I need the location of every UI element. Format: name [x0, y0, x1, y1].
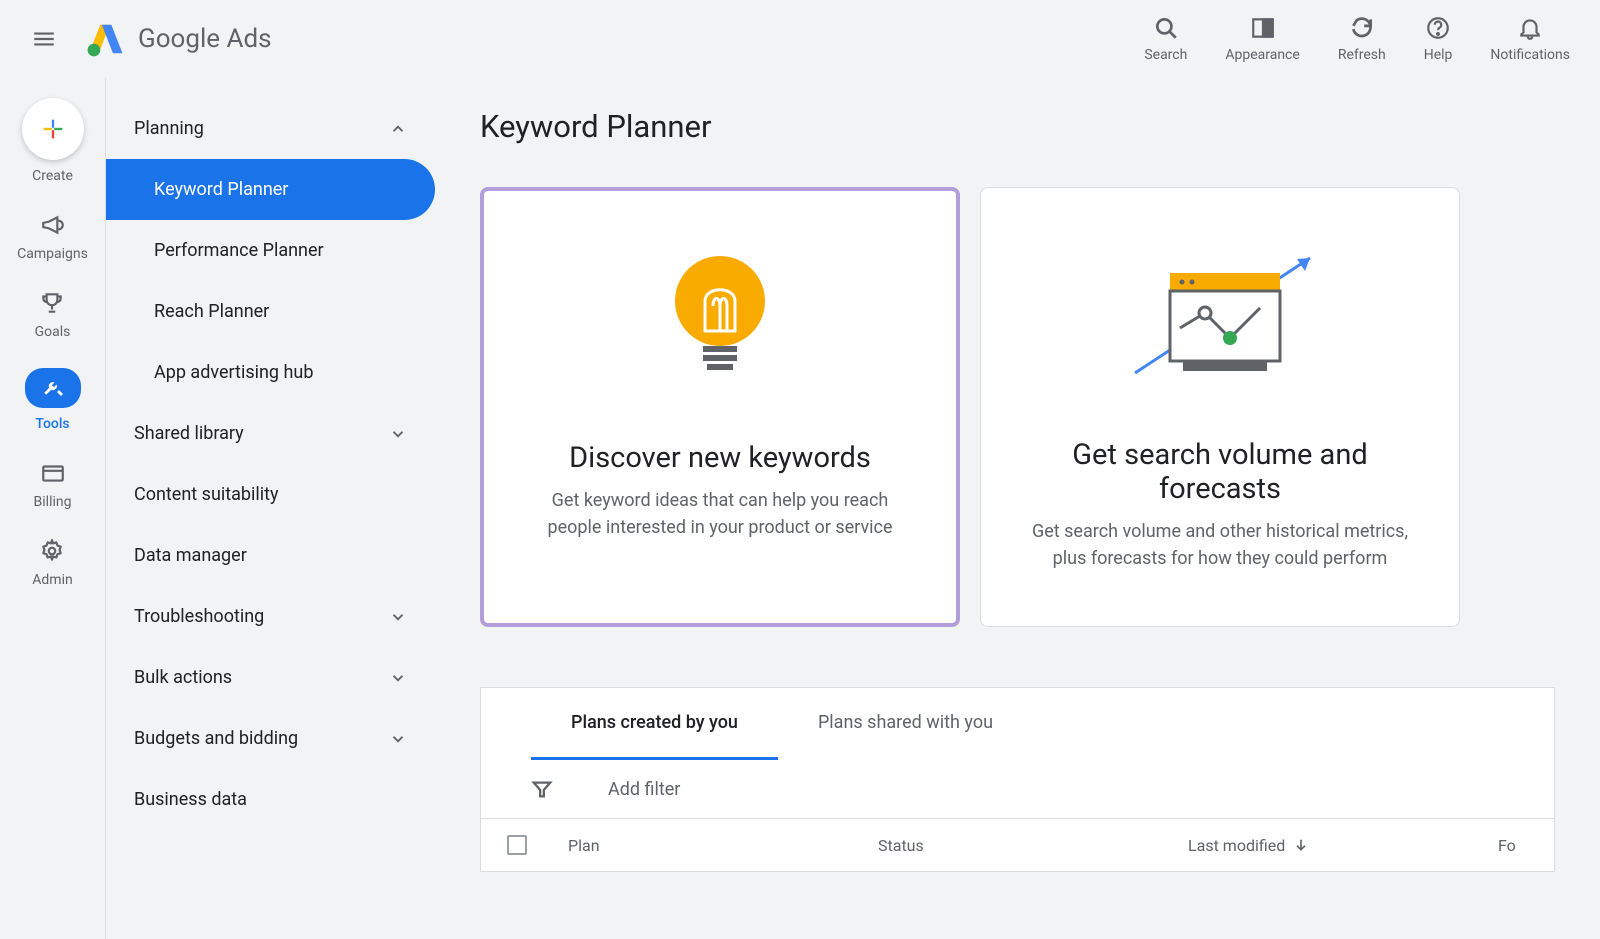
- sidebar-budgets[interactable]: Budgets and bidding: [106, 708, 435, 769]
- sidebar-performance-planner[interactable]: Performance Planner: [106, 220, 435, 281]
- rail-billing-label: Billing: [34, 494, 72, 510]
- th-fo[interactable]: Fo: [1498, 836, 1528, 855]
- refresh-icon: [1349, 15, 1375, 41]
- help-action[interactable]: Help: [1424, 15, 1453, 63]
- sidebar-troubleshooting[interactable]: Troubleshooting: [106, 586, 435, 647]
- rail-admin-label: Admin: [32, 572, 72, 588]
- refresh-label: Refresh: [1338, 47, 1386, 63]
- logo-text: Google Ads: [138, 24, 272, 54]
- plans-panel: Plans created by you Plans shared with y…: [480, 687, 1555, 872]
- sidebar-reach-planner[interactable]: Reach Planner: [106, 281, 435, 342]
- th-plan[interactable]: Plan: [568, 836, 878, 855]
- rail-goals-label: Goals: [35, 324, 71, 340]
- th-status[interactable]: Status: [878, 836, 1188, 855]
- rail-campaigns-label: Campaigns: [17, 246, 88, 262]
- chevron-down-icon: [389, 425, 407, 443]
- logo[interactable]: Google Ads: [86, 20, 272, 58]
- hamburger-icon: [31, 26, 57, 52]
- tab-shared[interactable]: Plans shared with you: [778, 688, 1033, 760]
- search-icon: [1153, 15, 1179, 41]
- filter-row: Add filter: [481, 760, 1554, 818]
- add-filter[interactable]: Add filter: [608, 779, 680, 800]
- chart-illustration: [1125, 218, 1315, 418]
- th-last-modified[interactable]: Last modified: [1188, 836, 1498, 855]
- gear-icon: [39, 538, 65, 564]
- checkbox-icon: [507, 835, 527, 855]
- sidebar-planning[interactable]: Planning: [106, 98, 435, 159]
- rail-billing[interactable]: Billing: [34, 460, 72, 510]
- rail-admin[interactable]: Admin: [32, 538, 72, 588]
- tab-created[interactable]: Plans created by you: [531, 688, 778, 760]
- google-ads-logo-icon: [86, 20, 124, 58]
- icon-rail: Create Campaigns Goals Tools Billing Adm…: [0, 78, 105, 939]
- appearance-icon: [1250, 15, 1276, 41]
- sidebar-keyword-planner[interactable]: Keyword Planner: [106, 159, 435, 220]
- notifications-label: Notifications: [1490, 47, 1570, 63]
- tabs: Plans created by you Plans shared with y…: [481, 688, 1554, 760]
- lightbulb-illustration: [665, 221, 775, 421]
- rail-create-label: Create: [32, 168, 73, 184]
- chevron-down-icon: [389, 669, 407, 687]
- chevron-down-icon: [389, 730, 407, 748]
- rail-create[interactable]: Create: [22, 98, 84, 184]
- sidebar-app-hub[interactable]: App advertising hub: [106, 342, 435, 403]
- search-label: Search: [1144, 47, 1187, 63]
- sidebar-content-suitability[interactable]: Content suitability: [106, 464, 435, 525]
- filter-icon[interactable]: [531, 778, 553, 800]
- sidebar: Planning Keyword Planner Performance Pla…: [105, 78, 435, 939]
- rail-goals[interactable]: Goals: [35, 290, 71, 340]
- megaphone-icon: [40, 212, 66, 238]
- refresh-action[interactable]: Refresh: [1338, 15, 1386, 63]
- appearance-label: Appearance: [1225, 47, 1299, 63]
- card1-desc: Get keyword ideas that can help you reac…: [530, 487, 910, 541]
- forecasts-card[interactable]: Get search volume and forecasts Get sear…: [980, 187, 1460, 627]
- trophy-icon: [39, 290, 65, 316]
- card2-title: Get search volume and forecasts: [1011, 438, 1429, 506]
- plus-icon: [39, 115, 67, 143]
- create-button[interactable]: [22, 98, 84, 160]
- card2-desc: Get search volume and other historical m…: [1030, 518, 1410, 572]
- help-label: Help: [1424, 47, 1453, 63]
- discover-keywords-card[interactable]: Discover new keywords Get keyword ideas …: [480, 187, 960, 627]
- main: Keyword Planner Discover new keywords Ge…: [435, 78, 1600, 939]
- help-icon: [1425, 15, 1451, 41]
- table-header: Plan Status Last modified Fo: [481, 818, 1554, 871]
- bell-icon: [1517, 15, 1543, 41]
- rail-tools[interactable]: Tools: [25, 368, 81, 432]
- arrow-down-icon: [1293, 837, 1309, 853]
- sidebar-data-manager[interactable]: Data manager: [106, 525, 435, 586]
- search-action[interactable]: Search: [1144, 15, 1187, 63]
- tools-icon: [41, 376, 65, 400]
- menu-button[interactable]: [20, 15, 68, 63]
- sidebar-shared-library[interactable]: Shared library: [106, 403, 435, 464]
- select-all[interactable]: [507, 835, 538, 855]
- rail-campaigns[interactable]: Campaigns: [17, 212, 88, 262]
- sidebar-bulk-actions[interactable]: Bulk actions: [106, 647, 435, 708]
- chevron-up-icon: [389, 120, 407, 138]
- card-icon: [40, 460, 66, 486]
- notifications-action[interactable]: Notifications: [1490, 15, 1570, 63]
- page-title: Keyword Planner: [480, 108, 1555, 145]
- header: Google Ads Search Appearance Refresh Hel…: [0, 0, 1600, 78]
- sidebar-business-data[interactable]: Business data: [106, 769, 435, 830]
- appearance-action[interactable]: Appearance: [1225, 15, 1299, 63]
- chevron-down-icon: [389, 608, 407, 626]
- card1-title: Discover new keywords: [569, 441, 871, 475]
- rail-tools-pill: [25, 368, 81, 408]
- sidebar-planning-label: Planning: [134, 118, 204, 139]
- header-actions: Search Appearance Refresh Help Notificat…: [1144, 15, 1580, 63]
- rail-tools-label: Tools: [35, 416, 69, 432]
- cards: Discover new keywords Get keyword ideas …: [480, 187, 1555, 627]
